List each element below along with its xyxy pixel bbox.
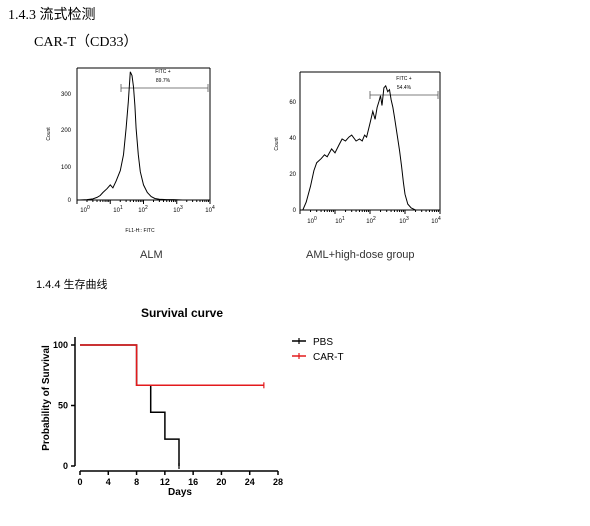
x-tick-label: 100	[307, 216, 317, 225]
x-axis-label: Days	[168, 487, 192, 498]
gate-percent: 54.4%	[397, 85, 412, 91]
flow-histogram-right: 0 20 40 60 100 101 102 103 104 Count FIT…	[274, 71, 441, 225]
y-tick-label: 0	[63, 461, 68, 471]
section-number: 1.4.4	[36, 279, 61, 291]
x-tick-label: 12	[160, 477, 170, 487]
caption-left: ALM	[140, 249, 163, 261]
y-tick-label: 300	[61, 92, 72, 98]
section-title: 流式检测	[39, 8, 96, 23]
y-tick-label: 100	[61, 165, 72, 171]
subtitle-cart-cd33: CAR-T（CD33）	[34, 35, 138, 50]
series-line-car-t	[80, 344, 264, 387]
x-tick-label: 20	[216, 477, 226, 487]
section-title: 生存曲线	[63, 279, 108, 291]
series-line-pbs	[80, 344, 180, 466]
x-tick-label: 100	[80, 205, 90, 214]
x-tick-label: 0	[77, 477, 82, 487]
y-tick-label: 200	[61, 128, 72, 134]
legend-label: CAR-T	[313, 352, 344, 363]
section-heading-flow: 1.4.3 流式检测	[8, 4, 96, 24]
y-tick-label: 50	[58, 401, 68, 411]
histogram-curve	[302, 84, 430, 211]
y-axis-label: Probability of Survival	[41, 345, 52, 451]
x-tick-label: 24	[245, 477, 255, 487]
y-tick-label: 40	[289, 136, 296, 142]
survival-chart: Survival curve Probability of Survival D…	[41, 306, 344, 498]
histogram-curve	[79, 71, 193, 201]
gate-label: FITC +	[396, 76, 411, 82]
x-tick-label: 101	[113, 205, 123, 214]
flow-histogram-left: 0 100 200 300 100 101 102 103 104 Count …	[46, 67, 215, 234]
x-tick-label: 104	[431, 216, 441, 225]
legend-label: PBS	[313, 337, 333, 348]
x-tick-label: 102	[366, 216, 376, 225]
x-tick-label: 103	[173, 205, 183, 214]
x-tick-label: 4	[106, 477, 111, 487]
section-heading-survival: 1.4.4 生存曲线	[36, 276, 108, 292]
x-tick-label: 104	[205, 205, 215, 214]
x-tick-label: 16	[188, 477, 198, 487]
y-tick-label: 0	[293, 208, 297, 214]
gate-label: FITC +	[155, 69, 170, 75]
section-number: 1.4.3	[8, 8, 36, 23]
y-tick-label: 0	[68, 198, 72, 204]
x-axis-label: FL1-H:: FITC	[125, 228, 155, 234]
y-tick-label: 60	[289, 100, 296, 106]
y-axis-label: Count	[46, 127, 52, 141]
chart-title: Survival curve	[141, 306, 223, 320]
y-axis-label: Count	[274, 137, 280, 151]
caption-right: AML+high-dose group	[306, 249, 415, 261]
x-tick-label: 8	[134, 477, 139, 487]
x-tick-label: 103	[399, 216, 409, 225]
x-tick-label: 102	[138, 205, 148, 214]
gate-percent: 89.7%	[156, 78, 171, 84]
x-tick-label: 101	[335, 216, 345, 225]
x-tick-label: 28	[273, 477, 283, 487]
y-tick-label: 20	[289, 172, 296, 178]
y-tick-label: 100	[53, 340, 68, 350]
